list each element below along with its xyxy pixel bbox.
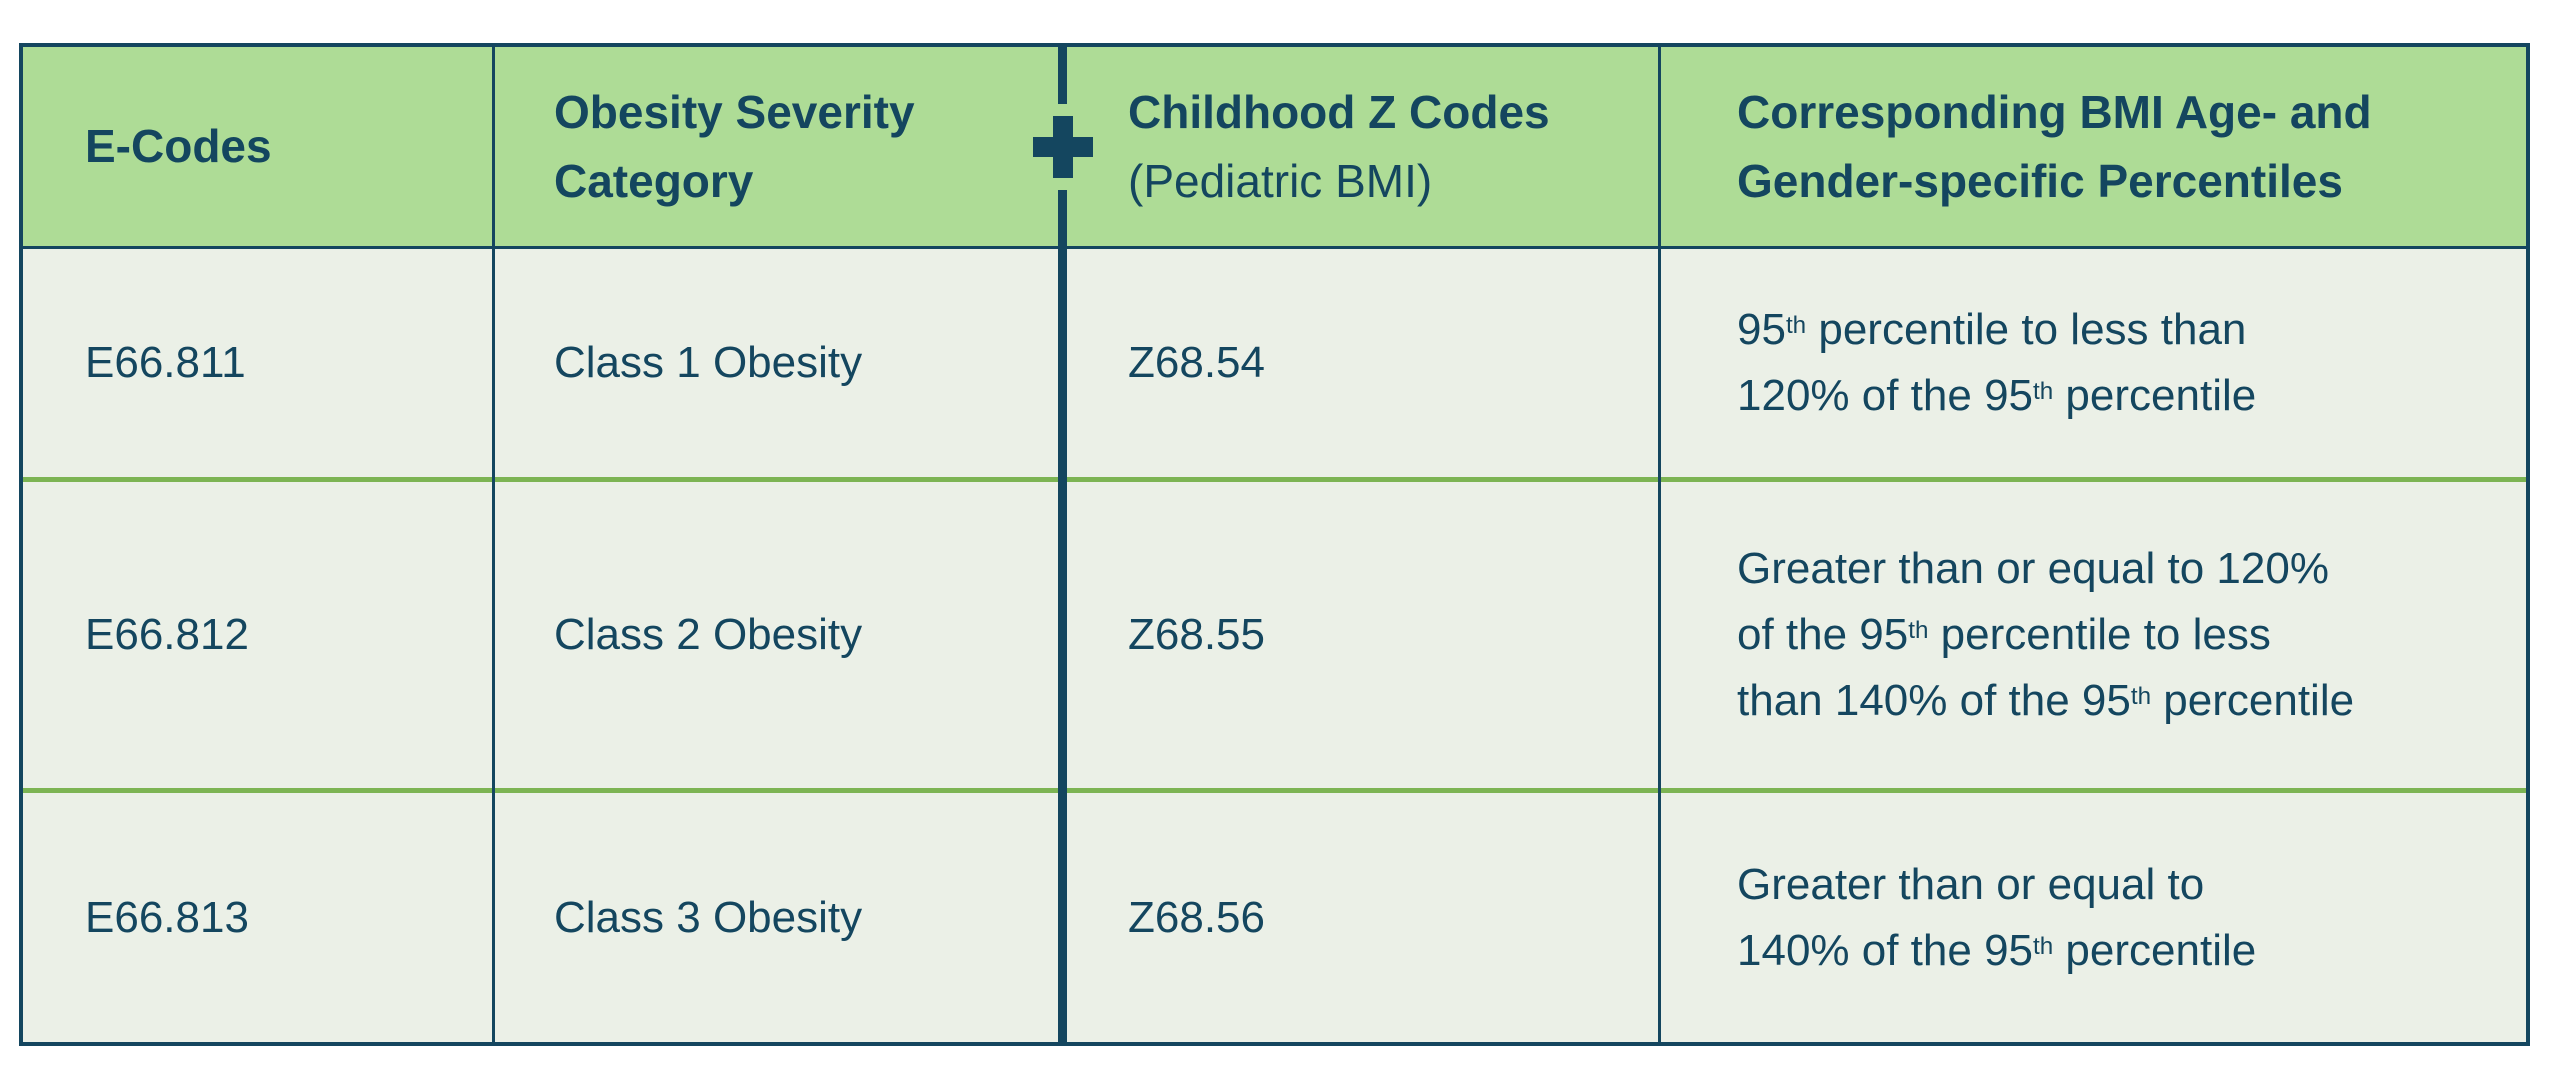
percentile-cell: Greater than or equal to 120% of the 95th… [1659, 482, 2526, 793]
header-cell-e-codes: E-Codes [23, 47, 494, 249]
header-sublabel-pediatric-bmi: (Pediatric BMI) [1128, 154, 1433, 207]
z-code-value: Z68.55 [1128, 610, 1265, 659]
z-code-value: Z68.56 [1128, 892, 1265, 942]
percentile-value: 95th percentile to less than 120% of the … [1737, 305, 2257, 420]
header-label-percentiles: Corresponding BMI Age- and Gender-specifi… [1737, 85, 2372, 207]
e-code-cell: E66.811 [23, 249, 494, 482]
severity-value: Class 2 Obesity [554, 610, 863, 659]
z-code-cell: Z68.55 [1064, 482, 1659, 793]
severity-cell: Class 2 Obesity [494, 482, 1064, 793]
e-code-value: E66.813 [85, 892, 249, 942]
severity-cell: Class 3 Obesity [494, 793, 1064, 1042]
e-code-value: E66.812 [85, 610, 249, 659]
z-code-cell: Z68.56 [1064, 793, 1659, 1042]
plus-icon [1033, 104, 1093, 190]
percentile-value: Greater than or equal to 120% of the 95th… [1737, 544, 2355, 725]
percentile-value: Greater than or equal to 140% of the 95th… [1737, 859, 2257, 975]
header-label-severity: Obesity Severity Category [554, 85, 915, 207]
e-code-cell: E66.812 [23, 482, 494, 793]
column-divider-thick [1058, 47, 1067, 1042]
column-divider [1658, 47, 1661, 1042]
column-divider [492, 47, 495, 1042]
codes-table: E-Codes Obesity Severity Category Childho… [19, 43, 2530, 1046]
header-cell-z-codes: Childhood Z Codes (Pediatric BMI) [1064, 47, 1659, 249]
header-label-z-codes: Childhood Z Codes [1128, 85, 1550, 138]
percentile-cell: 95th percentile to less than 120% of the … [1659, 249, 2526, 482]
e-code-cell: E66.813 [23, 793, 494, 1042]
z-code-cell: Z68.54 [1064, 249, 1659, 482]
severity-value: Class 1 Obesity [554, 338, 863, 387]
severity-value: Class 3 Obesity [554, 892, 863, 942]
z-code-value: Z68.54 [1128, 338, 1265, 387]
percentile-cell: Greater than or equal to 140% of the 95th… [1659, 793, 2526, 1042]
header-cell-percentiles: Corresponding BMI Age- and Gender-specifi… [1659, 47, 2526, 249]
e-code-value: E66.811 [85, 338, 246, 387]
header-label-e-codes: E-Codes [85, 120, 272, 172]
header-cell-severity: Obesity Severity Category [494, 47, 1064, 249]
severity-cell: Class 1 Obesity [494, 249, 1064, 482]
